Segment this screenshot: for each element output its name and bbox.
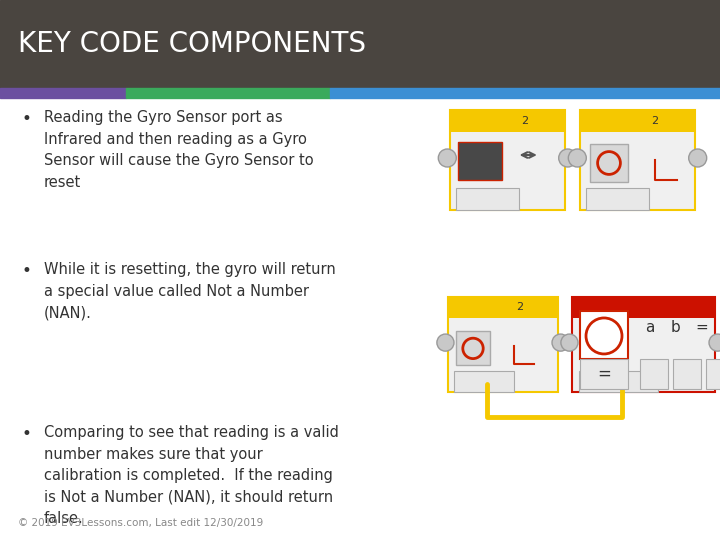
Text: =: =	[597, 365, 611, 383]
Text: 2: 2	[521, 116, 528, 126]
Circle shape	[438, 149, 456, 167]
Bar	[458, 142, 502, 180]
Bar	[580, 359, 628, 389]
Text: •: •	[22, 262, 32, 280]
Bar	[580, 110, 695, 210]
Bar	[0, 0, 720, 88]
Bar	[640, 359, 668, 389]
Circle shape	[437, 334, 454, 351]
Bar	[572, 297, 715, 318]
Bar	[448, 297, 558, 318]
Circle shape	[709, 334, 720, 351]
Text: •: •	[22, 425, 32, 443]
Bar	[0, 88, 126, 98]
Text: =: =	[696, 320, 708, 335]
Bar	[586, 188, 649, 210]
Text: KEY CODE COMPONENTS: KEY CODE COMPONENTS	[18, 30, 366, 58]
Bar	[572, 297, 612, 318]
Text: 2: 2	[651, 116, 658, 126]
Bar	[330, 88, 720, 98]
Circle shape	[568, 149, 586, 167]
Bar	[126, 88, 330, 98]
Bar	[456, 332, 490, 366]
Bar	[448, 297, 558, 392]
Bar	[456, 188, 519, 210]
Bar	[706, 359, 720, 389]
Bar	[590, 144, 628, 182]
Text: a: a	[645, 320, 654, 335]
Bar	[572, 297, 715, 392]
Bar	[450, 110, 565, 132]
Bar	[458, 142, 502, 180]
Bar	[673, 359, 701, 389]
Circle shape	[689, 149, 707, 167]
Bar	[450, 110, 565, 210]
Bar	[450, 110, 482, 132]
Bar	[0, 98, 720, 540]
Circle shape	[552, 334, 569, 351]
Bar	[448, 297, 479, 318]
Circle shape	[561, 334, 578, 351]
Circle shape	[559, 149, 577, 167]
Text: •: •	[22, 110, 32, 128]
Text: Comparing to see that reading is a valid
number makes sure that your
calibration: Comparing to see that reading is a valid…	[44, 425, 339, 526]
Text: b: b	[671, 320, 681, 335]
Bar	[579, 371, 658, 392]
Bar	[580, 110, 612, 132]
Bar	[454, 371, 514, 392]
Text: While it is resetting, the gyro will return
a special value called Not a Number
: While it is resetting, the gyro will ret…	[44, 262, 336, 320]
Text: © 2019 EV3Lessons.com, Last edit 12/30/2019: © 2019 EV3Lessons.com, Last edit 12/30/2…	[18, 518, 264, 528]
Text: Reading the Gyro Sensor port as
Infrared and then reading as a Gyro
Sensor will : Reading the Gyro Sensor port as Infrared…	[44, 110, 314, 190]
Bar	[580, 310, 628, 359]
Bar	[580, 110, 695, 132]
Text: 2: 2	[516, 302, 523, 313]
